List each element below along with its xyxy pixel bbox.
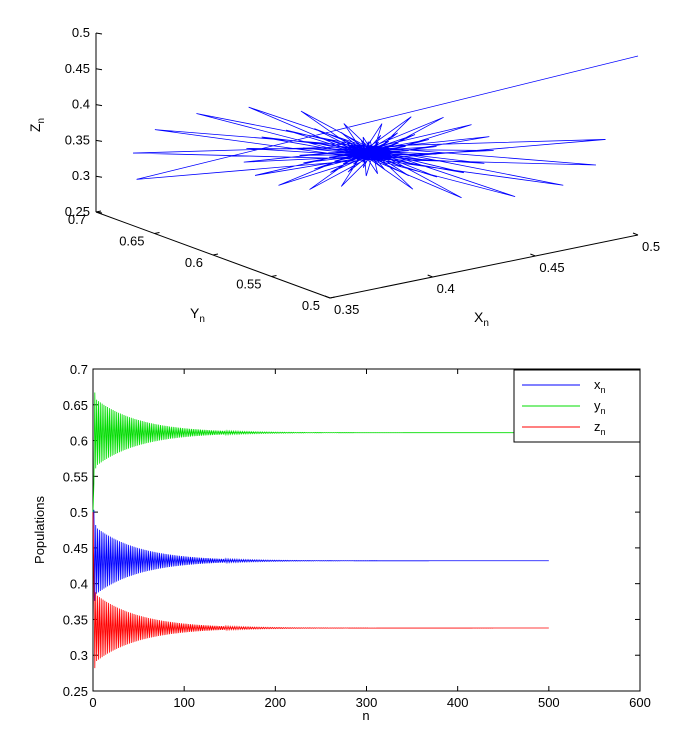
z-tick-label: 0.25	[65, 204, 90, 219]
z-tick	[95, 175, 103, 178]
phase-plot-3d: 0.25 0.3 0.35 0.4 0.45 0.5 0.5 0.55 0.6 0.65 0.7 0.…	[27, 25, 660, 329]
x-tick	[427, 274, 433, 278]
legend-label-x: xn	[594, 377, 606, 395]
time-series-ticks: 0 100 200 300 400 500 600 0.25 0.3 0.35 0.4 0.45 0.5…	[63, 362, 651, 710]
x-tick-label: 600	[629, 695, 651, 710]
series-line-z	[92, 512, 549, 669]
phase-plot-ticks: 0.25 0.3 0.35 0.4 0.45 0.5 0.5 0.55 0.6 0.65 0.7 0.…	[65, 25, 660, 317]
x-tick-label: 100	[173, 695, 195, 710]
y-tick	[212, 253, 219, 256]
x-tick-label: 200	[264, 695, 286, 710]
x-tick-label: 400	[447, 695, 469, 710]
y-tick	[271, 275, 277, 277]
z-tick	[95, 32, 103, 35]
legend: xn yn zn	[513, 369, 641, 443]
phase-trajectory	[133, 55, 639, 199]
y-tick-label: 0.65	[63, 398, 88, 413]
y-tick-label: 0.6	[185, 255, 203, 270]
x-tick-label: 0.4	[437, 281, 455, 296]
z-tick-label: 0.35	[65, 132, 90, 147]
x-tick-label: 0.5	[642, 239, 660, 254]
y-tick-label: 0.65	[119, 234, 144, 249]
trajectory-line	[133, 55, 639, 199]
y-tick-label: 0.4	[70, 577, 88, 592]
z-tick-label: 0.3	[72, 168, 90, 183]
z-tick	[95, 68, 103, 71]
y-tick-label: 0.55	[236, 277, 261, 292]
legend-label-y: yn	[594, 398, 606, 416]
series-line-x	[92, 509, 549, 601]
y-tick	[154, 232, 160, 234]
z-tick-label: 0.5	[72, 25, 90, 40]
x-axis-label: n	[362, 708, 369, 723]
x-tick-label: 0.35	[334, 302, 359, 317]
x-tick	[324, 295, 331, 299]
legend-label-z: zn	[594, 419, 606, 437]
x-axis-line	[329, 234, 639, 299]
x-tick-label: 300	[356, 695, 378, 710]
x-tick-label: 0	[89, 695, 96, 710]
x-tick	[530, 253, 536, 257]
y-tick-label: 0.5	[302, 298, 320, 313]
y-tick-label: 0.45	[63, 541, 88, 556]
z-tick	[95, 139, 103, 142]
y-tick	[329, 296, 336, 299]
x-tick	[632, 232, 639, 236]
y-tick-label: 0.6	[70, 434, 88, 449]
y-tick	[95, 210, 102, 213]
x-tick-label: 500	[538, 695, 560, 710]
time-series-lines	[92, 392, 549, 669]
y-tick-label: 0.55	[63, 469, 88, 484]
y-tick-label: 0.3	[70, 648, 88, 663]
y-tick-label: 0.35	[63, 612, 88, 627]
z-tick-label: 0.45	[65, 61, 90, 76]
y-tick-label: 0.7	[70, 362, 88, 377]
y-tick-label: 0.25	[63, 684, 88, 699]
z-tick	[95, 104, 103, 107]
time-series-plot: 0 100 200 300 400 500 600 0.25 0.3 0.35 0.4 0.45 0.5…	[32, 362, 651, 723]
y-tick-label: 0.7	[68, 212, 86, 227]
y-axis-label: Yn	[190, 305, 205, 325]
z-tick-label: 0.4	[72, 97, 90, 112]
y-tick-label: 0.5	[70, 505, 88, 520]
y-axis-label: Populations	[32, 496, 47, 564]
x-tick-label: 0.45	[539, 260, 564, 275]
z-axis-label: Zn	[27, 118, 47, 132]
series-line-y	[92, 392, 549, 513]
x-axis-label: Xn	[474, 309, 489, 329]
